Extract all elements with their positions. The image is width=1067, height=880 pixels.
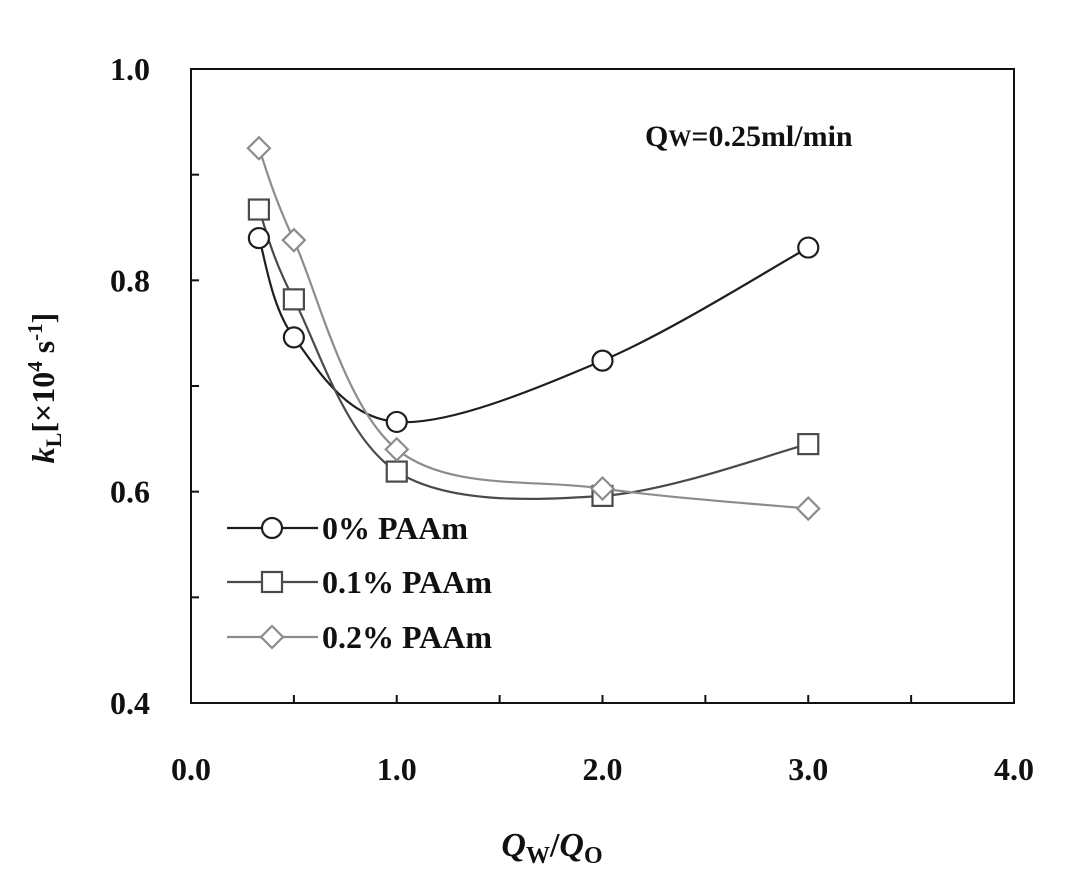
legend-marker xyxy=(260,516,284,540)
legend-marker xyxy=(260,570,284,594)
data-point-2 xyxy=(795,496,821,522)
data-point-0 xyxy=(385,410,408,434)
x-axis-label: QW/QO xyxy=(501,827,602,869)
plot-area xyxy=(190,68,1015,704)
data-point-0 xyxy=(797,236,820,259)
legend-label: 0% PAAm xyxy=(322,510,468,546)
data-point-1 xyxy=(247,198,270,221)
series-markers xyxy=(246,135,821,522)
tick-labels: 0.0 1.0 2.0 3.0 4.0 0.4 0.6 0.8 1.0 xyxy=(110,51,1034,787)
y-tick-label: 0.8 xyxy=(110,262,150,298)
legend: 0% PAAm 0.1% PAAm 0.2% PAAm xyxy=(227,510,492,655)
x-tick-label: 3.0 xyxy=(788,751,828,787)
annotation: QW=0.25ml/min xyxy=(645,120,853,153)
axis-ticks xyxy=(191,173,913,703)
data-point-0 xyxy=(247,226,270,250)
series-line-1 xyxy=(257,209,809,501)
legend-marker xyxy=(259,624,285,650)
data-point-1 xyxy=(797,433,820,456)
x-tick-label: 4.0 xyxy=(994,751,1034,787)
series-line-2 xyxy=(257,147,809,510)
x-tick-label: 0.0 xyxy=(171,751,211,787)
data-point-2 xyxy=(384,436,410,462)
data-point-0 xyxy=(282,326,305,349)
data-point-2 xyxy=(281,227,307,253)
y-axis-label: kL[×104 s-1] xyxy=(23,313,66,464)
y-tick-label: 0.6 xyxy=(110,474,150,510)
legend-label: 0.2% PAAm xyxy=(322,619,492,655)
data-point-2 xyxy=(589,475,616,502)
legend-label: 0.1% PAAm xyxy=(322,564,492,600)
x-tick-label: 1.0 xyxy=(377,751,417,787)
data-point-2 xyxy=(246,135,272,161)
y-tick-label: 1.0 xyxy=(110,51,150,87)
data-point-1 xyxy=(282,288,305,311)
data-point-0 xyxy=(591,349,614,372)
data-point-1 xyxy=(385,460,408,483)
y-tick-label: 0.4 xyxy=(110,685,150,721)
series-lines xyxy=(257,147,809,510)
series-line-0 xyxy=(257,237,809,424)
x-tick-label: 2.0 xyxy=(583,751,623,787)
